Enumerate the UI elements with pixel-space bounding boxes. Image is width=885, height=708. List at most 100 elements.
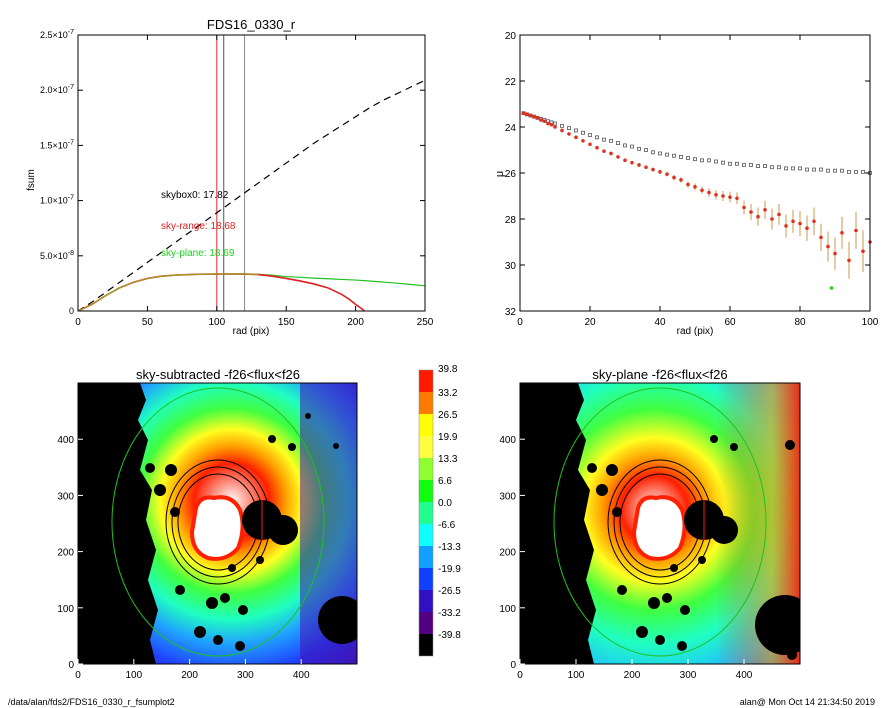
data-point [672, 153, 676, 158]
data-point [535, 116, 540, 120]
data-point [777, 165, 781, 170]
data-point [735, 196, 739, 201]
data-point [581, 139, 585, 143]
x-tick-label: 0 [517, 317, 523, 328]
x-tick-label: 80 [794, 317, 806, 328]
y-tick-label: 0 [68, 660, 74, 671]
colorbar-swatch [419, 502, 433, 524]
y-tick-label: 5.0×10-8 [40, 250, 74, 261]
data-point [595, 135, 599, 140]
colorbar-label: 26.5 [438, 410, 458, 421]
data-point [542, 119, 547, 124]
y-tick-label: 26 [505, 169, 517, 180]
data-point [679, 178, 683, 182]
y-tick-label: 300 [57, 491, 74, 502]
y-tick-label: 2.0×10-7 [40, 84, 74, 95]
colorbar-swatch [419, 612, 433, 634]
x-tick-label: 400 [293, 670, 310, 681]
y-tick-label: 30 [505, 261, 517, 272]
data-point [560, 128, 564, 133]
data-point [574, 128, 578, 133]
y-tick-label: 22 [505, 77, 517, 88]
data-point [833, 168, 837, 173]
data-point [829, 286, 834, 290]
data-point [630, 144, 634, 149]
sky-plane-image [520, 383, 800, 664]
y-axis-label: μ [494, 171, 506, 177]
plot-frame [519, 382, 801, 665]
data-point [602, 149, 606, 153]
colorbar-swatch [419, 436, 433, 458]
data-point [833, 251, 837, 256]
fsum-panel: FDS16_0330_r rad (pix) fsum skybox0: 17.… [26, 17, 434, 337]
data-point [616, 155, 620, 159]
colorbar-label: -6.6 [438, 520, 456, 531]
data-point [847, 169, 851, 174]
data-point [763, 208, 767, 212]
x-tick-label: 200 [624, 670, 641, 681]
file-path: /data/alan/fds2/FDS16_0330_r_fsumplot2 [8, 697, 175, 707]
data-point [749, 163, 753, 167]
data-point [721, 194, 725, 198]
x-tick-label: 0 [75, 317, 81, 328]
x-axis-label: rad (pix) [677, 326, 714, 337]
x-tick-label: 200 [347, 317, 364, 328]
data-point [532, 114, 536, 119]
x-axis-label: rad (pix) [233, 326, 270, 337]
data-point [672, 175, 676, 180]
data-point [700, 158, 704, 163]
data-point [630, 160, 634, 165]
x-tick-label: 150 [278, 317, 295, 328]
y-tick-label: 20 [505, 31, 517, 42]
series-line [78, 273, 259, 311]
colorbar-swatch [419, 590, 433, 612]
x-tick-label: 300 [237, 670, 254, 681]
data-point [861, 169, 865, 174]
data-point [525, 112, 529, 117]
data-point [812, 167, 816, 172]
data-point [707, 158, 711, 163]
data-point [609, 151, 613, 156]
data-point [679, 154, 683, 159]
chart-title: FDS16_0330_r [207, 17, 296, 32]
x-tick-label: 250 [417, 317, 434, 328]
data-point [798, 166, 802, 171]
data-point [756, 164, 760, 169]
mu-panel: rad (pix) μ 0 20 40 60 80 100 20 22 24 26 28 30 32 [494, 31, 879, 337]
data-point [637, 146, 641, 151]
data-point [567, 126, 571, 131]
colorbar-frame [418, 369, 434, 657]
y-tick-mantissa: 1.0×10 [40, 196, 68, 206]
colorbar-label: -13.3 [438, 542, 461, 553]
x-tick-label: 100 [208, 317, 225, 328]
colorbar-swatch [419, 634, 433, 656]
annotation-label: skybox0: 17.82 [161, 190, 229, 201]
plot-frame [519, 34, 871, 312]
data-point [770, 165, 774, 170]
data-point [693, 185, 697, 189]
colorbar-label: 33.2 [438, 388, 458, 399]
data-point [567, 132, 571, 136]
data-point [721, 160, 725, 165]
data-point [623, 143, 627, 148]
colorbar-label: 39.8 [438, 364, 458, 375]
data-point [798, 221, 802, 226]
colorbar-swatch [419, 458, 433, 480]
data-point [644, 165, 648, 170]
data-point [777, 212, 781, 217]
data-point [644, 148, 648, 152]
plot-frame [77, 382, 358, 665]
data-point [770, 217, 774, 221]
data-point [791, 166, 795, 171]
colorbar-swatch [419, 480, 433, 502]
y-tick-label: 0 [510, 660, 516, 671]
y-tick-exponent: -7 [68, 84, 74, 91]
data-point [658, 151, 662, 156]
data-point [714, 159, 718, 164]
y-tick-mantissa: 2.5×10 [40, 30, 68, 40]
x-tick-label: 200 [181, 670, 198, 681]
data-point [623, 158, 627, 163]
data-point [686, 156, 690, 160]
data-point [756, 214, 760, 219]
data-point [840, 231, 844, 235]
